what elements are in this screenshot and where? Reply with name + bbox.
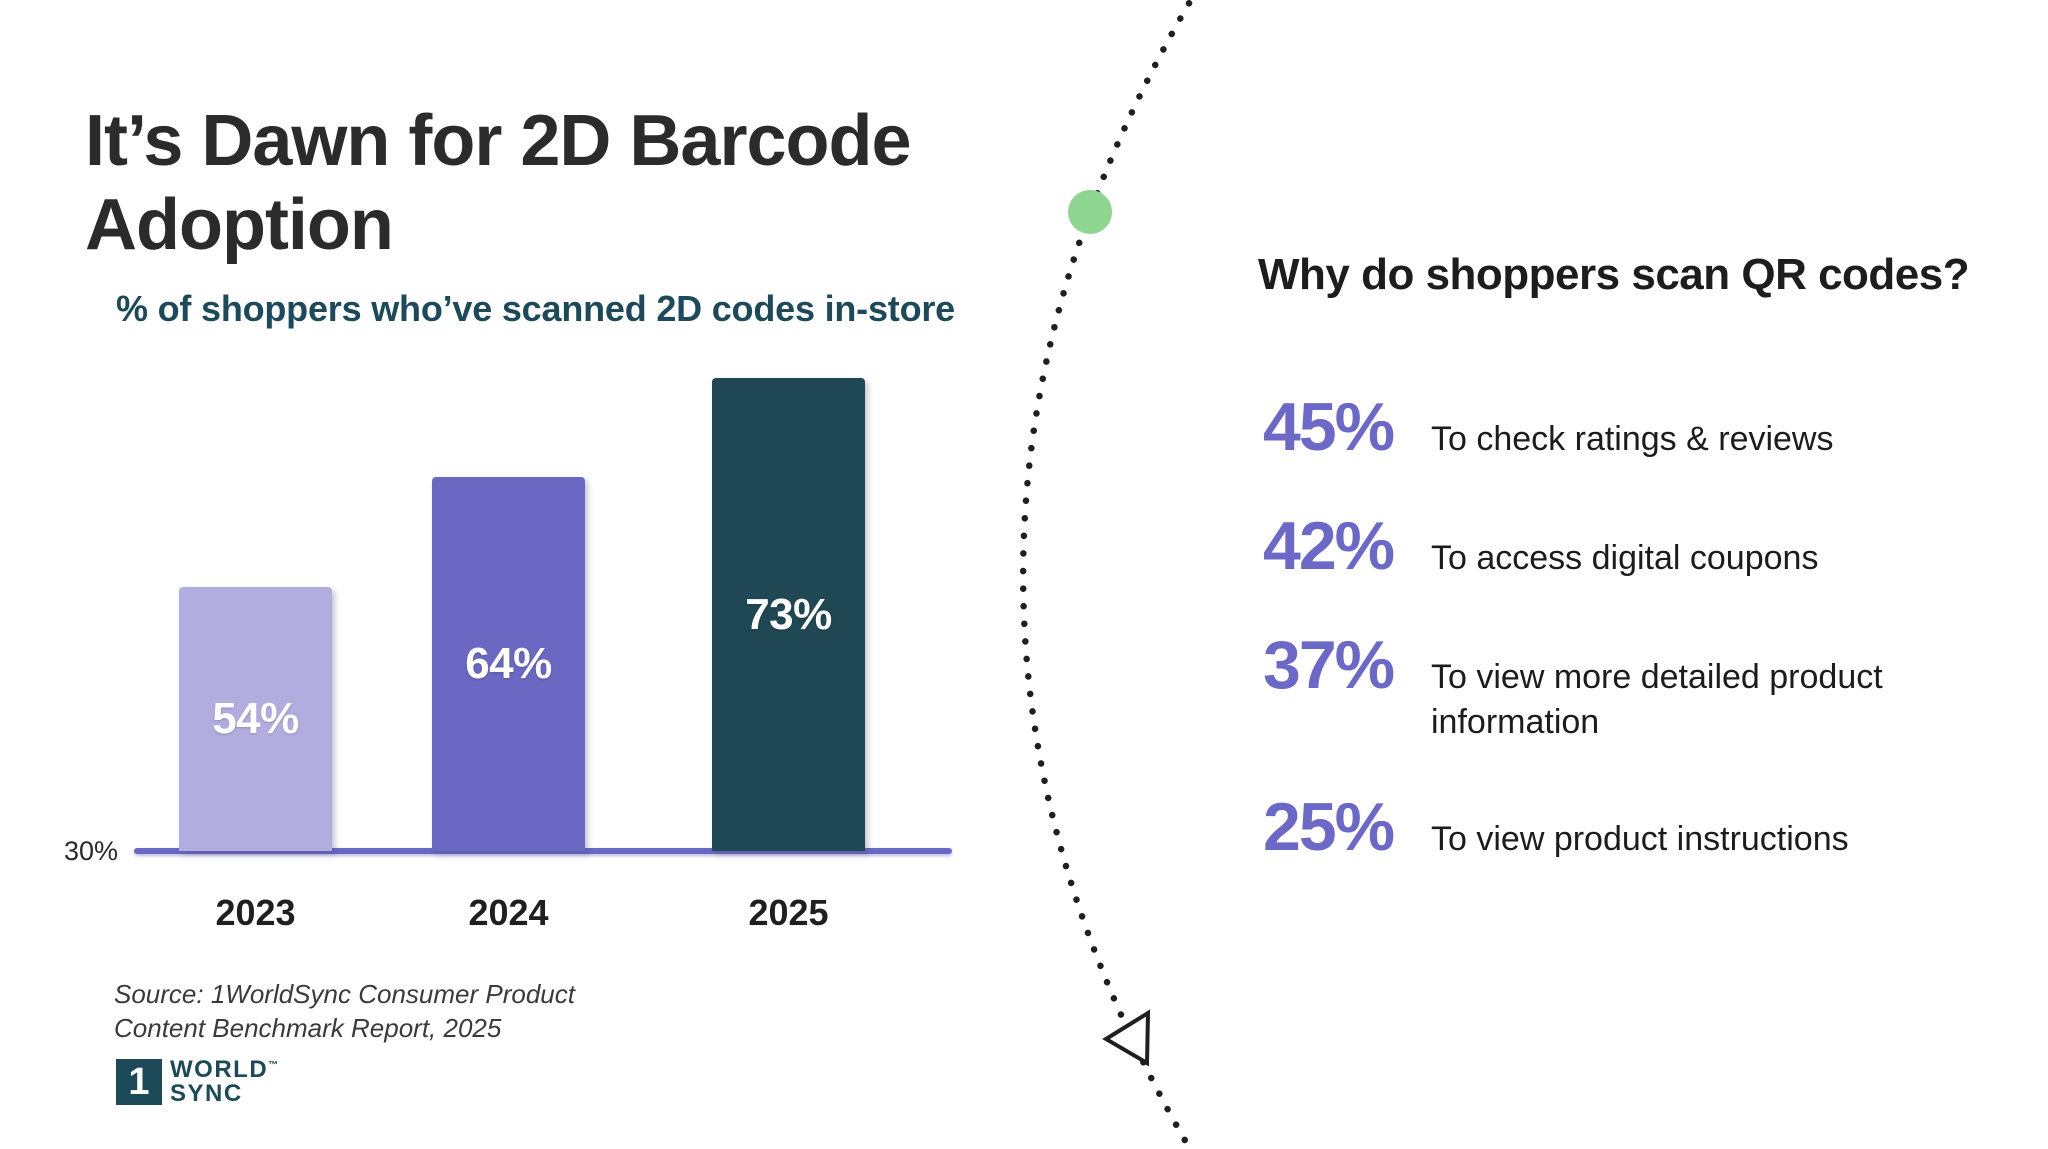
stat-value: 37% xyxy=(1263,626,1395,703)
stat-row: 42% To access digital coupons xyxy=(1263,507,1936,584)
trademark-symbol: ™ xyxy=(268,1060,279,1071)
source-note: Source: 1WorldSync Consumer Product Cont… xyxy=(114,979,575,1043)
stat-label: To view product instructions xyxy=(1431,820,1849,859)
bar-chart-plot: 54% 2023 64% 2024 73% 2025 xyxy=(134,330,952,933)
logo-mark-digit: 1 xyxy=(128,1060,150,1103)
green-dot xyxy=(1068,190,1112,234)
bar-2024: 64% xyxy=(432,477,585,851)
stat-label: To view more detailed product informatio… xyxy=(1431,657,1883,742)
x-axis-category-label: 2023 xyxy=(215,892,296,933)
x-axis-line xyxy=(134,848,952,854)
chart-subtitle: % of shoppers who’ve scanned 2D codes in… xyxy=(116,288,955,329)
logo-word-bottom: SYNC xyxy=(170,1080,243,1107)
stat-label: To check ratings & reviews xyxy=(1431,420,1834,458)
arrow-triangle-icon xyxy=(1102,1009,1151,1067)
bar-value-label: 73% xyxy=(745,589,832,639)
bar-2025: 73% xyxy=(712,378,865,851)
page-title: It’s Dawn for 2D Barcode Adoption xyxy=(85,101,912,265)
logo-wordmark: WORLD™ SYNC xyxy=(170,1058,278,1106)
brand-logo: 1 WORLD™ SYNC xyxy=(116,1058,278,1106)
bar-2023: 54% xyxy=(179,587,332,851)
dotted-arc xyxy=(1019,0,1195,1149)
stat-row: 37% To view more detailed product informa… xyxy=(1263,626,1936,747)
stat-value: 42% xyxy=(1263,507,1395,584)
qr-stats-list: 45% To check ratings & reviews 42% To acces… xyxy=(1263,390,1936,865)
y-axis-baseline-tick: 30% xyxy=(63,836,118,866)
stat-value: 25% xyxy=(1263,789,1395,866)
bar-value-label: 54% xyxy=(212,694,299,743)
bar-value-label: 64% xyxy=(465,639,552,688)
stat-row: 25% To view product instructions xyxy=(1263,790,1936,865)
x-axis-category-label: 2025 xyxy=(748,892,829,933)
stat-row: 45% To check ratings & reviews xyxy=(1263,390,1936,465)
logo-mark-icon: 1 xyxy=(116,1059,162,1105)
logo-word-top: WORLD™ xyxy=(170,1056,279,1083)
x-axis-category-label: 2024 xyxy=(468,892,549,933)
stat-value: 45% xyxy=(1263,389,1395,465)
qr-section-heading: Why do shoppers scan QR codes? xyxy=(1258,250,1970,299)
stat-label: To access digital coupons xyxy=(1431,538,1819,577)
